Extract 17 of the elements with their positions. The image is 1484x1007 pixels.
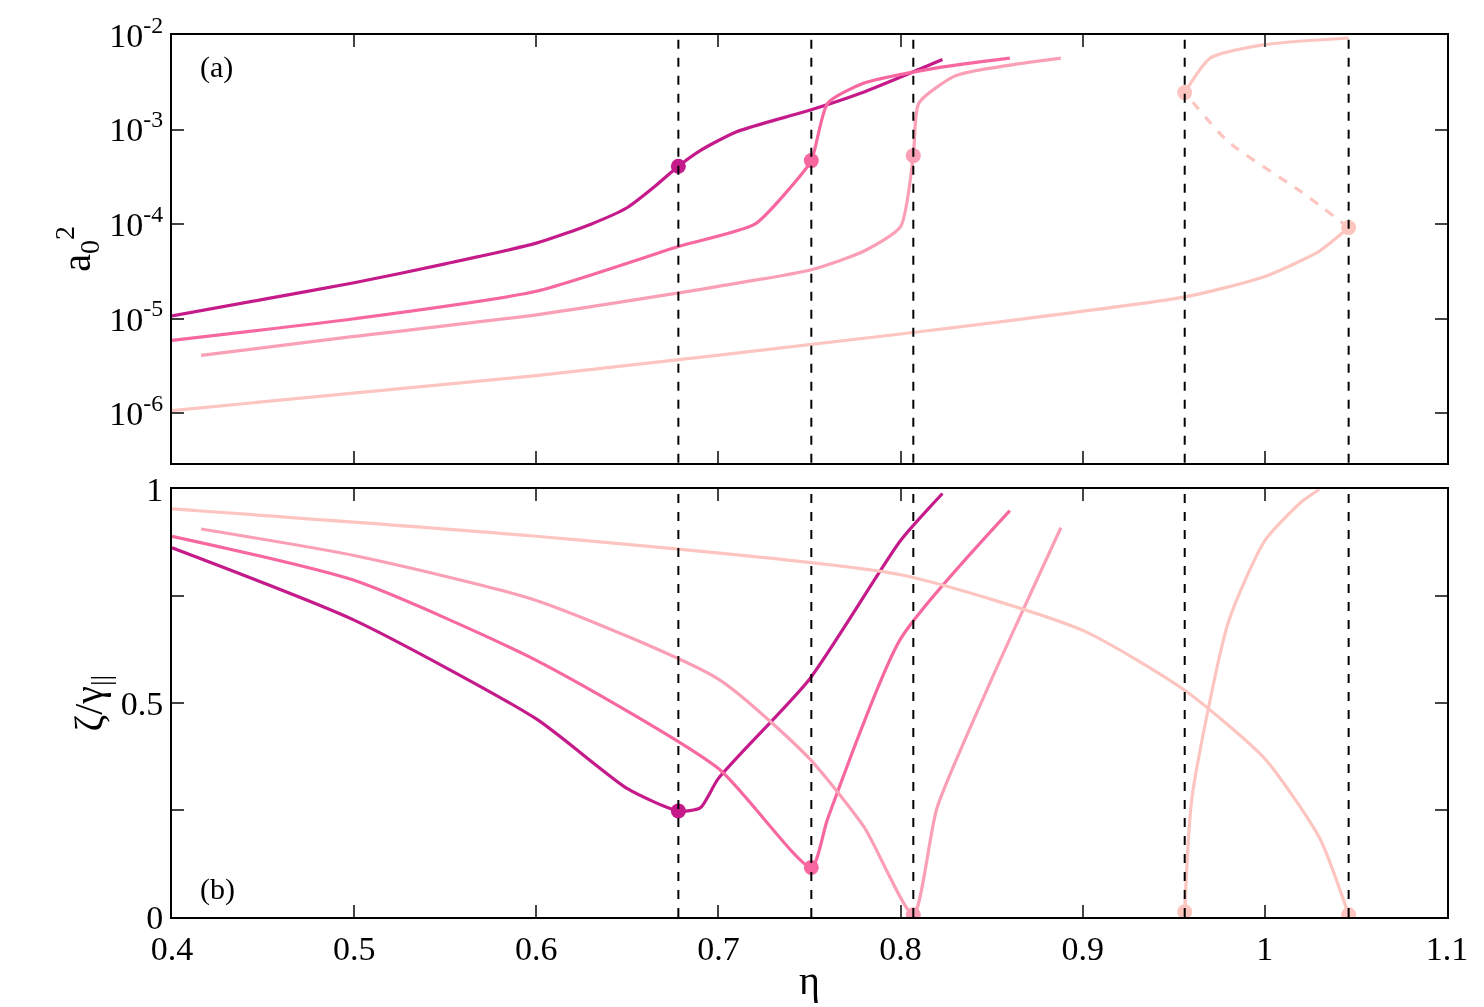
x-axis-title: η bbox=[799, 957, 820, 1003]
x-tick-label: 1.1 bbox=[1425, 929, 1469, 967]
y-tick-label: 0.5 bbox=[120, 685, 164, 723]
x-tick-label: 0.6 bbox=[515, 929, 558, 967]
x-tick-label: 0.9 bbox=[1061, 929, 1104, 967]
annotation: (b) bbox=[200, 872, 235, 906]
x-tick-label: 0.5 bbox=[332, 929, 376, 967]
y-tick-label: 10$^{-2}$ bbox=[109, 11, 164, 54]
y-tick-label: 10$^{-5}$ bbox=[109, 295, 164, 338]
x-tick-label: 1 bbox=[1256, 929, 1274, 967]
y-tick-label: 10$^{-3}$ bbox=[109, 106, 164, 149]
y-tick-label: 1 bbox=[146, 471, 164, 509]
annotation: (a) bbox=[200, 50, 234, 84]
y-tick-label: 10$^{-4}$ bbox=[109, 200, 164, 244]
y-tick-label: 10$^{-6}$ bbox=[109, 389, 164, 433]
x-tick-label: 0.7 bbox=[697, 929, 740, 967]
x-tick-label: 0.8 bbox=[879, 929, 922, 967]
